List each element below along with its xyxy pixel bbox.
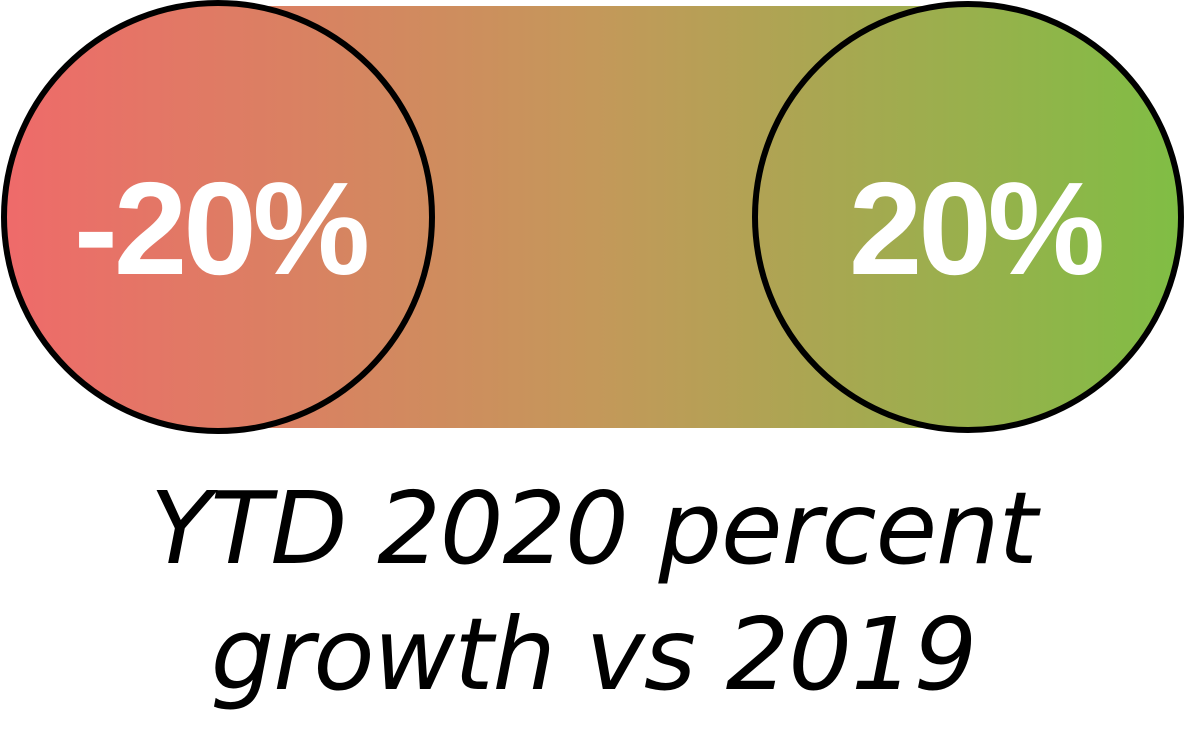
caption-line-1: YTD 2020 percent (150, 470, 1037, 587)
min-value-label: -20% (74, 155, 367, 302)
negative-circle (1, 0, 435, 434)
caption-line-2: growth vs 2019 (210, 596, 978, 713)
positive-circle (752, 1, 1184, 433)
max-value-label: 20% (849, 155, 1102, 302)
color-scale-legend: -20% 20% (1, 0, 1184, 434)
